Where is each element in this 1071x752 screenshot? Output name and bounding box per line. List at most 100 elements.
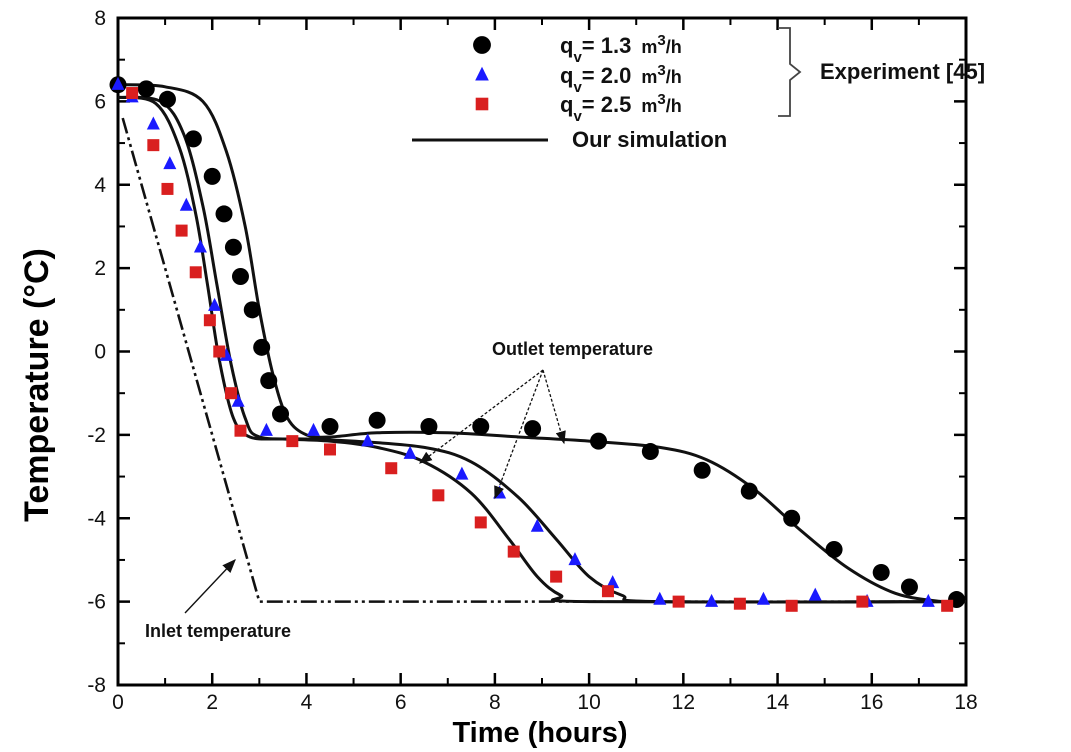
legend-label-part: m [641,37,657,57]
experiment-point-circle [368,411,386,429]
experiment-point-circle [231,267,249,285]
experiment-point-triangle [307,422,321,436]
experiment-point-circle [184,130,202,148]
experiment-point-square [474,516,487,529]
legend-label-part: = 2.0 [582,63,632,88]
experiment-point-square [203,314,216,327]
outlet-arrow [418,369,544,464]
legend-label-part: = 2.5 [582,92,632,117]
experiment-point-circle [872,563,890,581]
experiment-point-circle [321,418,339,436]
experiment-point-triangle [568,552,582,566]
experiment-point-triangle [756,591,770,605]
experiment-point-triangle [455,466,469,480]
legend-label: qv= 1.3 m3/h [560,32,682,66]
y-tick-label: 4 [94,174,106,197]
experiment-point-square [161,182,174,195]
inlet-temperature-line [121,117,966,603]
experiment-point-circle [420,418,438,436]
experiment-point-triangle [111,76,125,90]
experiment-point-square [213,345,226,358]
simulation-label: Our simulation [572,127,727,152]
x-tick-label: 14 [766,691,790,714]
experiment-point-square [733,597,746,610]
experiment-point-square [385,462,398,475]
legend-marker-triangle [475,66,489,81]
experiment-point-square [147,139,160,152]
experiment-point-square [126,87,139,100]
experiment-point-square [941,599,954,612]
experiment-point-triangle [705,593,719,607]
experiment-point-circle [825,541,843,559]
legend-label-part: q [560,63,573,88]
experiment-markers [109,76,966,612]
experiment-point-square [234,424,247,437]
y-tick-label: -8 [87,674,106,697]
y-tick-label: -4 [87,507,106,530]
legend-label-part: 3 [657,62,665,79]
experiment-point-square [672,595,685,608]
experiment-point-triangle [403,445,417,459]
legend-label-part: q [560,92,573,117]
outlet-arrow [542,369,566,445]
legend-label-part: m [641,96,657,116]
experiment-point-triangle [530,518,544,532]
experiment-point-triangle [653,591,667,605]
y-tick-label: 2 [94,257,106,280]
experiment-point-circle [900,578,918,596]
legend-label-part: v [573,108,582,125]
y-tick-label: 8 [94,7,106,30]
legend-label-part: /h [666,96,682,116]
experiment-point-circle [224,238,242,256]
experiment-point-triangle [231,393,245,407]
y-tick-label: -6 [87,591,106,614]
legend-label-part: /h [666,67,682,87]
legend-marker-square [475,97,489,111]
experiment-point-triangle [163,156,177,170]
experiment-point-circle [260,372,278,390]
legend-label-part: m [641,67,657,87]
y-tick-label: 0 [94,341,106,364]
simulation-line-3 [117,95,967,604]
experiment-point-circle [693,461,711,479]
experiment-point-square [856,595,869,608]
legend-label-part: = 1.3 [582,33,632,58]
experiment-point-triangle [606,575,620,589]
experiment-point-square [785,599,798,612]
outlet-temperature-label: Outlet temperature [492,339,653,359]
outlet-arrow [494,369,544,500]
experiment-point-square [189,266,202,279]
legend-label-part: 3 [657,91,665,108]
legend-label-part: q [560,33,573,58]
legend-label-part: 3 [657,32,665,49]
experiment-point-square [286,435,299,448]
experiment-point-circle [272,405,290,423]
experiment-point-circle [740,482,758,500]
experiment-point-triangle [808,587,822,601]
experiment-point-circle [783,509,801,527]
experiment-point-square [324,443,336,456]
x-tick-label: 8 [489,691,501,714]
x-tick-label: 4 [301,691,313,714]
experiment-point-circle [524,420,542,438]
legend-label: qv= 2.5 m3/h [560,91,682,125]
legend: qv= 1.3 m3/hqv= 2.0 m3/hqv= 2.5 m3/hExperim… [412,27,985,152]
experiment-point-circle [253,338,271,356]
legend-bracket [778,27,802,117]
experiment-point-circle [641,443,659,461]
simulation-line-2 [117,95,967,604]
y-axis-title: Temperature (°C) [18,248,56,522]
inlet-temperature-label: Inlet temperature [145,621,291,641]
experiment-point-circle [243,301,261,319]
simulation-line-1 [117,83,967,604]
experiment-point-triangle [259,422,273,436]
experiment-point-square [507,545,520,558]
experiment-point-triangle [208,297,222,311]
experiment-point-square [432,489,445,502]
legend-label-part: /h [666,37,682,57]
experiment-point-triangle [361,433,375,447]
x-tick-label: 12 [672,691,695,714]
experiment-point-triangle [193,239,207,253]
legend-label-part: v [573,49,582,66]
